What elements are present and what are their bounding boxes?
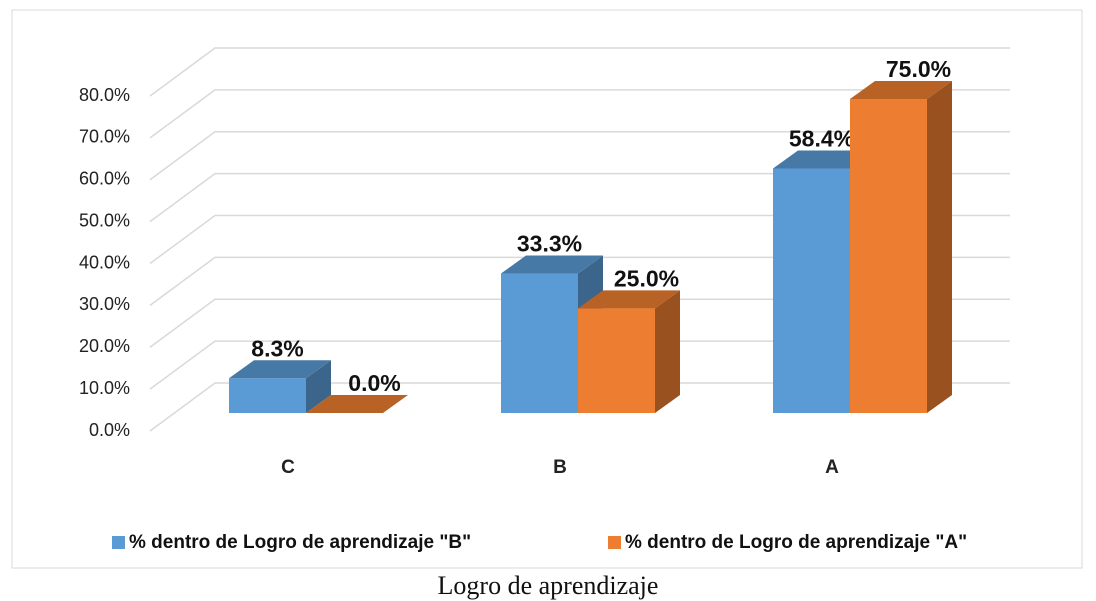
legend-swatch	[112, 536, 125, 549]
x-tick-label: A	[825, 457, 839, 478]
legend-label: % dentro de Logro de aprendizaje "A"	[625, 532, 967, 553]
bar	[578, 290, 680, 413]
bar-front	[773, 168, 850, 413]
grid-line	[149, 340, 1010, 390]
y-tick-label: 30.0%	[79, 294, 130, 314]
bar-side	[655, 290, 680, 413]
data-label: 25.0%	[614, 265, 679, 291]
data-label: 75.0%	[886, 56, 951, 82]
bar-top	[773, 150, 875, 169]
data-label: 33.3%	[517, 231, 582, 257]
grid-line	[149, 131, 1010, 181]
data-label: 58.4%	[789, 126, 854, 152]
bar-side	[306, 360, 331, 413]
bar-front	[229, 378, 306, 413]
grid-line	[149, 172, 1010, 223]
y-tick-label: 0.0%	[89, 420, 130, 440]
bar-front	[850, 98, 927, 413]
bar-top	[306, 395, 408, 413]
legend-swatch	[608, 536, 621, 549]
bar-top	[850, 80, 952, 99]
y-tick-label: 10.0%	[79, 378, 130, 398]
y-tick-label: 60.0%	[79, 169, 130, 189]
data-label: 0.0%	[348, 370, 400, 396]
data-label: 8.3%	[251, 335, 303, 361]
y-tick-label: 20.0%	[79, 336, 130, 356]
bar	[501, 255, 603, 413]
chart-title: Logro de aprendizaje	[438, 571, 659, 600]
bar-front	[578, 308, 655, 413]
grid-line	[149, 214, 1010, 265]
y-tick-label: 50.0%	[79, 210, 130, 230]
y-tick-label: 70.0%	[79, 127, 130, 147]
legend-label: % dentro de Logro de aprendizaje "B"	[129, 532, 471, 553]
bar-top	[578, 290, 680, 309]
grid-line	[149, 298, 1010, 348]
x-tick-label: B	[553, 457, 567, 478]
bar-top	[229, 360, 331, 379]
grid-line	[149, 256, 1010, 306]
y-tick-label: 40.0%	[79, 252, 130, 272]
bar	[850, 80, 952, 413]
bar	[229, 360, 331, 413]
bar-side	[927, 80, 952, 413]
bar-front	[501, 273, 578, 413]
grid-line	[149, 47, 1010, 97]
y-tick-label: 80.0%	[79, 85, 130, 105]
bar-top	[501, 255, 603, 274]
x-tick-label: C	[281, 457, 295, 478]
bar	[306, 395, 408, 413]
grid-line	[149, 382, 1010, 432]
grid-line	[149, 89, 1010, 139]
